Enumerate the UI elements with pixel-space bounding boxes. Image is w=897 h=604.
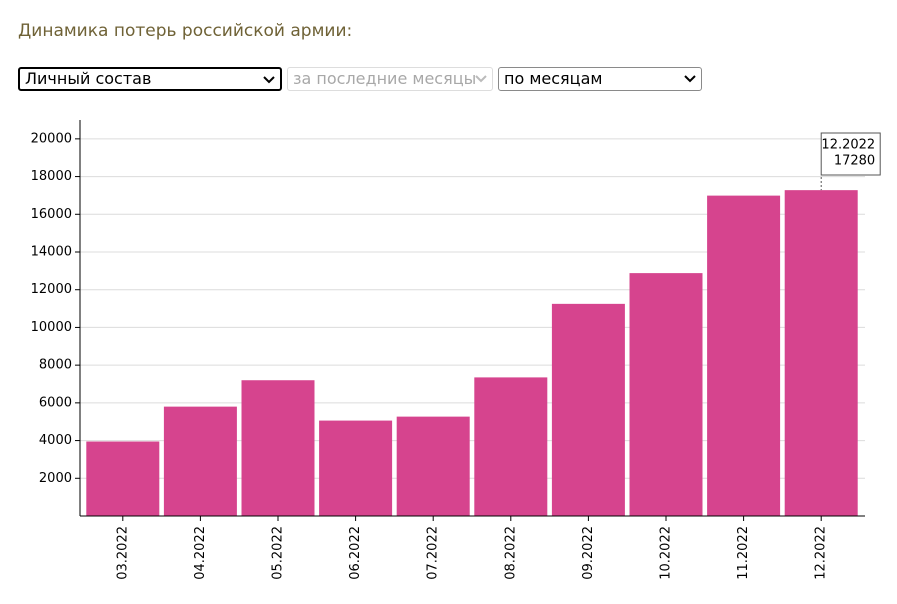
x-tick-label: 03.2022 [115,526,130,580]
bar [707,195,781,517]
select-text: за последние месяцы [293,69,477,88]
y-tick-label: 8000 [39,358,72,373]
y-tick-label: 18000 [31,169,72,184]
y-tick-label: 12000 [31,282,72,297]
x-tick-label: 10.2022 [659,526,674,580]
granularity-select[interactable]: по месяцам [498,67,702,91]
chevron [263,76,275,84]
select-text: Личный состав [25,69,152,88]
x-tick-label: 04.2022 [193,526,208,580]
x-tick-label: 06.2022 [348,526,363,580]
bar [551,303,625,516]
period-select: за последние месяцы [287,67,493,91]
y-tick-label: 6000 [39,395,72,410]
y-tick-label: 16000 [31,207,72,222]
x-tick-label: 05.2022 [271,526,286,580]
bar [629,273,703,516]
x-tick-label: 08.2022 [503,526,518,580]
tooltip-value: 17280 [834,154,875,169]
chart-title: Динамика потерь российской армии: [18,21,353,41]
bar [86,441,160,516]
bar [319,420,393,516]
bar [163,406,237,516]
bar [784,190,858,517]
x-tick-label: 12.2022 [814,526,829,580]
bar [241,380,315,516]
category-select[interactable]: Личный состав [18,67,282,91]
chevron [684,75,696,83]
y-tick-label: 2000 [39,471,72,486]
select-text: по месяцам [504,69,603,88]
chart: 2000 4000 6000 8000 10000 12000 14000 16000 1800… [31,120,881,580]
x-tick-label: 07.2022 [426,526,441,580]
tooltip-box [820,132,881,176]
bar [474,377,548,516]
bar [396,416,470,516]
y-tick-label: 4000 [39,433,72,448]
tooltip-category: 12.2022 [821,138,875,153]
y-tick-label: 20000 [31,131,72,146]
chevron [475,75,487,83]
x-tick-label: 11.2022 [736,526,751,580]
y-tick-label: 10000 [31,320,72,335]
x-tick-label: 09.2022 [581,526,596,580]
y-tick-label: 14000 [31,245,72,260]
